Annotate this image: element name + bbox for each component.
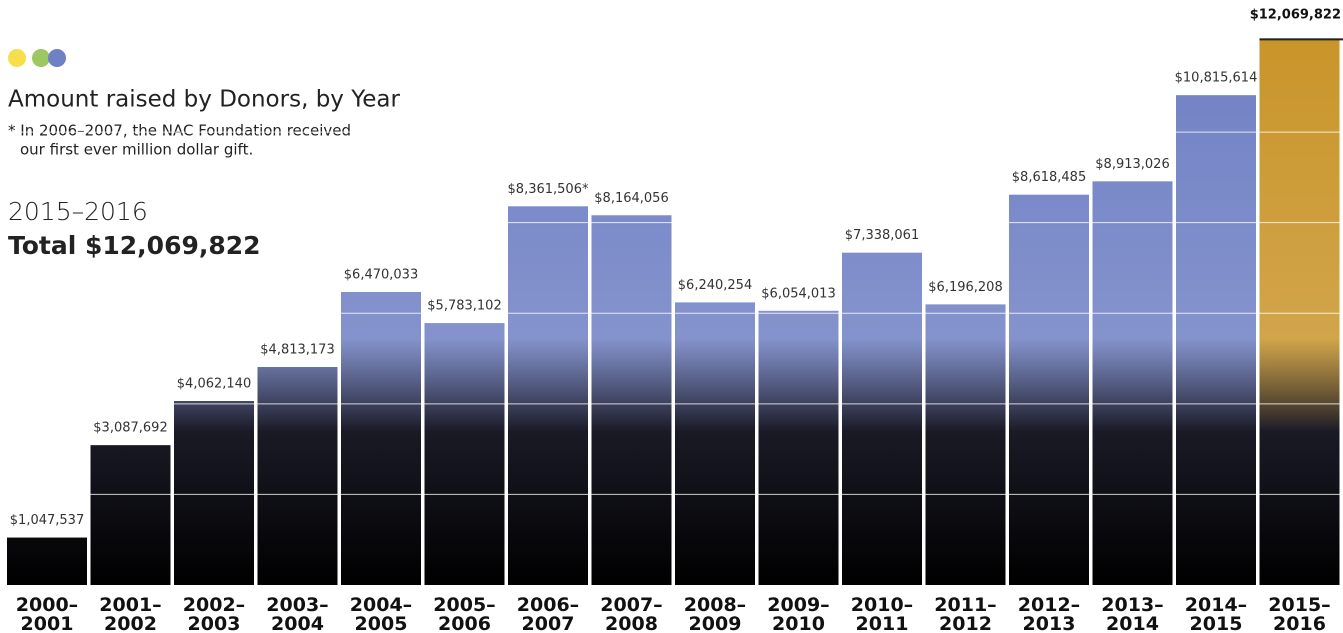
x-tick-label: 2015– 2016 — [1268, 594, 1330, 633]
value-label: $6,470,033 — [344, 267, 418, 282]
dot — [48, 49, 66, 67]
value-label: $10,815,614 — [1175, 71, 1258, 86]
value-label: $6,240,254 — [678, 278, 752, 293]
note: our first ever million dollar gift. — [20, 141, 253, 159]
value-label: $1,047,537 — [10, 513, 84, 528]
bar — [1009, 194, 1089, 585]
bar — [7, 537, 87, 585]
value-label: $4,062,140 — [177, 377, 251, 392]
dot — [32, 49, 50, 67]
bar — [90, 445, 171, 585]
bar — [174, 401, 254, 585]
bar — [842, 252, 922, 585]
value-label: $8,913,026 — [1095, 157, 1169, 172]
value-label: $3,087,692 — [93, 421, 167, 436]
bar — [758, 310, 839, 585]
x-tick-label: 2006– 2007 — [517, 594, 579, 633]
bar — [1259, 38, 1340, 585]
value-label: $8,361,506* — [508, 182, 589, 197]
bar — [675, 302, 755, 585]
bar — [1092, 181, 1173, 585]
dot — [8, 49, 26, 67]
value-label: $5,783,102 — [427, 299, 501, 314]
x-tick-label: 2008– 2009 — [684, 594, 746, 633]
x-tick-label: 2000– 2001 — [16, 594, 78, 633]
highlight-period: 2015–2016 — [8, 197, 148, 226]
bar — [591, 215, 672, 585]
value-label: $12,069,822 — [1250, 8, 1341, 23]
x-tick-label: 2013– 2014 — [1101, 594, 1163, 633]
x-tick-label: 2005– 2006 — [433, 594, 495, 633]
value-label: $4,813,173 — [260, 343, 334, 358]
bar — [341, 291, 421, 585]
x-tick-label: 2002– 2003 — [183, 594, 245, 633]
x-tick-label: 2009– 2010 — [767, 594, 829, 633]
value-label: $8,164,056 — [594, 191, 668, 206]
bar — [1176, 95, 1256, 585]
x-tick-label: 2001– 2002 — [99, 594, 161, 633]
chart-title: Amount raised by Donors, by Year — [8, 87, 400, 113]
note: * In 2006–2007, the NAC Foundation recei… — [8, 122, 351, 140]
x-tick-label: 2007– 2008 — [600, 594, 662, 633]
highlight-total: Total $12,069,822 — [8, 231, 261, 260]
bar — [257, 367, 338, 585]
value-label: $7,338,061 — [845, 228, 919, 243]
bar — [424, 323, 505, 585]
x-tick-label: 2004– 2005 — [350, 594, 412, 633]
x-tick-label: 2012– 2013 — [1018, 594, 1080, 633]
bar — [925, 304, 1006, 585]
x-tick-label: 2010– 2011 — [851, 594, 913, 633]
bar — [508, 206, 588, 586]
x-tick-label: 2003– 2004 — [266, 594, 328, 633]
value-label: $6,054,013 — [761, 286, 835, 301]
x-tick-label: 2014– 2015 — [1185, 594, 1247, 633]
value-label: $6,196,208 — [928, 280, 1002, 295]
x-tick-label: 2011– 2012 — [934, 594, 996, 633]
value-label: $8,618,485 — [1012, 170, 1086, 185]
